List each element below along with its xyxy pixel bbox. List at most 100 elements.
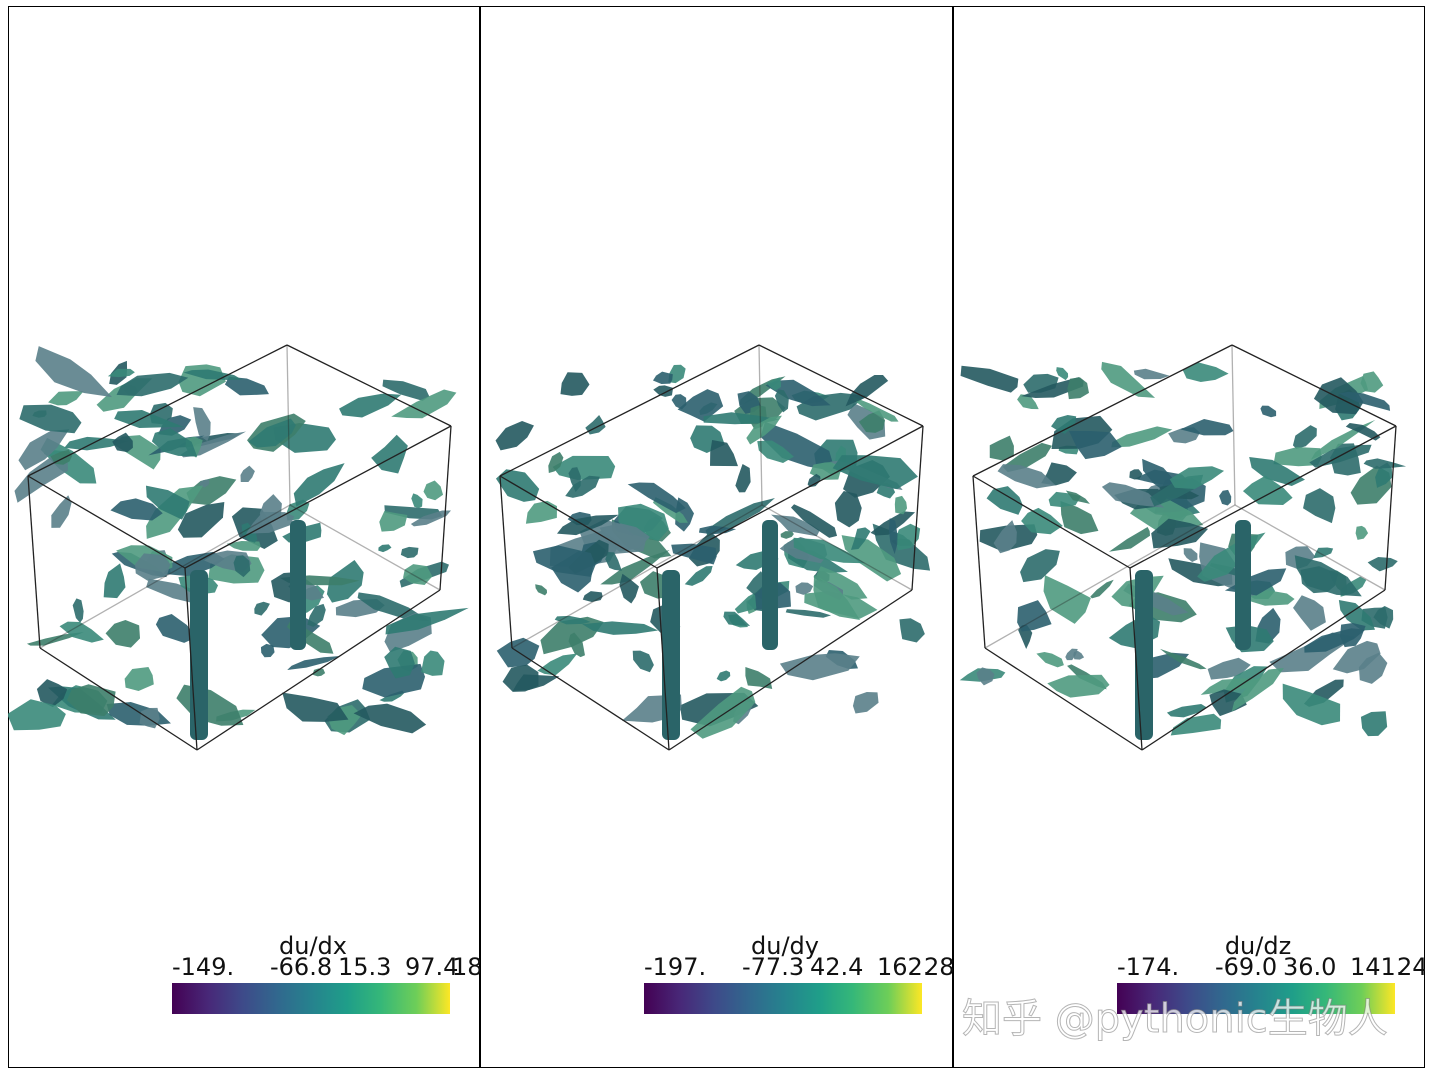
blob (199, 479, 210, 488)
box-edge (761, 504, 913, 591)
blob (554, 615, 591, 625)
box-edge (1129, 425, 1397, 569)
blob (1056, 367, 1069, 381)
blob (1090, 579, 1114, 599)
colorbar (644, 983, 922, 1014)
box-edge (984, 504, 1236, 649)
blob (582, 591, 603, 602)
blob (339, 393, 402, 418)
blob (560, 372, 590, 396)
blob (35, 346, 113, 398)
blob (757, 440, 794, 464)
blob (1065, 490, 1090, 504)
blob (403, 564, 433, 586)
box-edge (1231, 344, 1236, 506)
blob (410, 510, 451, 527)
blob (307, 603, 326, 627)
blob (662, 570, 680, 740)
blob (703, 412, 780, 425)
blob (400, 546, 419, 559)
colorbar-tick-label: 28 (924, 953, 955, 981)
box-edge (27, 475, 41, 649)
colorbar-tick-label: 18 (452, 953, 483, 981)
blob (832, 455, 918, 490)
blob (556, 514, 619, 536)
box-edge (499, 344, 760, 477)
blob (525, 500, 557, 524)
blob (1313, 377, 1364, 415)
blob (66, 684, 116, 717)
blob (290, 520, 306, 650)
blob (105, 620, 141, 648)
blob (619, 573, 639, 604)
blob (1242, 475, 1293, 505)
colorbar-title: du/dy (751, 932, 819, 960)
box-edge (439, 425, 452, 591)
blob (103, 563, 126, 599)
box-edge (184, 567, 198, 751)
blob (813, 574, 861, 621)
blob (1065, 648, 1078, 661)
box-edge (1231, 344, 1397, 427)
blob (762, 520, 778, 650)
blob (411, 493, 423, 509)
colorbar-tick-label: -174. (1117, 953, 1179, 981)
blob (845, 374, 889, 407)
blob (582, 621, 659, 635)
colorbar (172, 983, 450, 1014)
blob (183, 369, 242, 381)
box-edge (911, 425, 924, 591)
blob (774, 389, 789, 413)
blob (858, 410, 886, 433)
blob (1209, 689, 1247, 717)
colorbar-tick-label: -69.0 (1215, 953, 1277, 981)
box-edge (286, 344, 452, 427)
watermark: 知乎 @pythonic生物人 (962, 996, 1388, 1042)
blob (1108, 526, 1151, 552)
colorbar-tick-label: -149. (172, 953, 234, 981)
box-edge (1141, 589, 1386, 751)
colorbar (1117, 983, 1395, 1014)
colorbar-tick-label: 42.4 (810, 953, 863, 981)
colorbar-tick-label: 141. (1350, 953, 1403, 981)
blob (795, 582, 814, 595)
blob (495, 420, 534, 451)
blob (537, 653, 578, 676)
blob (48, 391, 84, 406)
blob (535, 584, 548, 596)
colorbar-title: du/dz (1225, 932, 1291, 960)
box-edge (758, 344, 763, 506)
blob (850, 527, 871, 550)
blob (816, 566, 868, 600)
isosurface (959, 361, 1407, 740)
blob (1231, 667, 1284, 712)
blob (135, 553, 171, 581)
box-edge (39, 504, 291, 649)
blob (986, 486, 1023, 515)
blob (233, 555, 251, 578)
blob (151, 428, 198, 457)
blob (1169, 466, 1225, 490)
box-edge (656, 425, 924, 569)
box-edge (984, 647, 1143, 751)
blob (248, 418, 296, 448)
blob (671, 543, 717, 565)
blob (745, 667, 773, 689)
blob (1200, 678, 1258, 695)
blob (997, 464, 1056, 489)
blob (26, 632, 84, 646)
blob (186, 476, 237, 506)
blob (260, 643, 275, 658)
blob (785, 609, 832, 618)
blob (1160, 648, 1207, 670)
isosurface (495, 364, 931, 740)
blob (421, 650, 445, 676)
blob (1303, 488, 1336, 524)
blob (1151, 518, 1209, 549)
blob (989, 435, 1014, 461)
blob (155, 614, 198, 643)
blob (379, 510, 408, 532)
panel: du/dx -149. -66.8 15.3 97.418 (8, 6, 483, 1068)
blob (282, 692, 349, 722)
